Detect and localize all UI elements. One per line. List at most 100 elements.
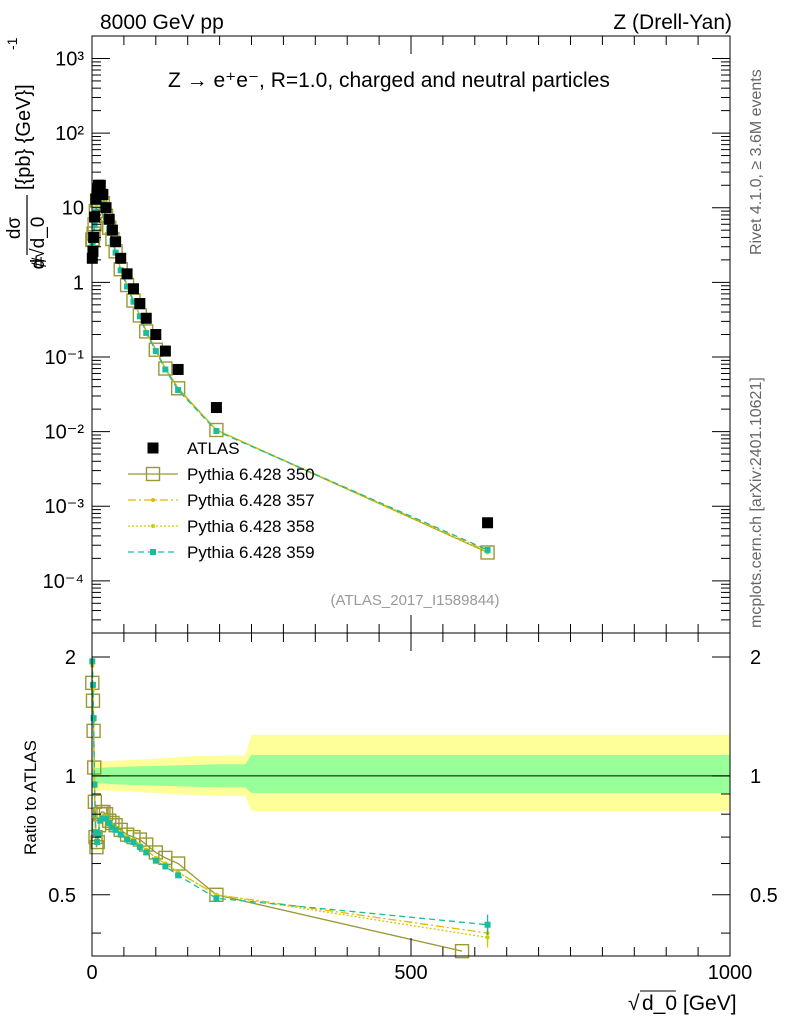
legend-label: Pythia 6.428 350 (187, 465, 315, 484)
legend-label: Pythia 6.428 359 (187, 543, 315, 562)
atlas-data-point (159, 345, 171, 357)
ratio-series-point (94, 839, 101, 846)
ratio-series-point (162, 863, 169, 870)
svg-text:dσ: dσ (4, 217, 25, 240)
ratio-series-point (124, 836, 131, 843)
legend: ATLAS Pythia 6.428 350 Pythia 6.428 357 Pyt… (128, 439, 315, 562)
svg-text:#: # (28, 256, 51, 268)
svg-text:-1: -1 (4, 37, 20, 50)
mcplots-label: mcplots.cern.ch [arXiv:2401.10621] (748, 377, 765, 628)
atlas-data-point (89, 211, 101, 223)
legend-marker (151, 498, 155, 502)
ratio-series-point (136, 844, 143, 851)
y-tick-label: 10 (62, 198, 84, 220)
ratio-series-point (130, 839, 137, 846)
main-series-point (91, 222, 98, 229)
ratio-series-point (143, 849, 150, 856)
atlas-data-point (110, 236, 122, 248)
ratio-series-point (117, 831, 124, 838)
legend-marker (151, 524, 155, 528)
ratio-series-point (95, 831, 102, 838)
main-series-point (162, 366, 169, 373)
atlas-data-point (127, 283, 139, 295)
y-tick-label: 2 (65, 647, 76, 669)
legend-marker (145, 466, 161, 482)
ratio-series-line (91, 663, 488, 939)
x-axis-label: √ d_0 [GeV] (628, 990, 737, 1015)
main-series-point (136, 313, 143, 320)
ratio-series-point (170, 856, 186, 871)
legend-marker (150, 549, 156, 555)
y-tick-label-right: 0.5 (750, 885, 778, 907)
y-tick-label: 1 (73, 272, 84, 294)
main-series-point (112, 249, 119, 256)
legend-marker-atlas (147, 442, 159, 454)
main-series-point (117, 267, 124, 274)
rivet-version-label: Rivet 4.1.0, ≥ 3.6M events (748, 69, 765, 255)
atlas-data-point (150, 329, 162, 340)
main-series-point (170, 381, 186, 396)
svg-text:d√d_0: d√d_0 (28, 217, 49, 270)
atlas-data-point (90, 193, 102, 205)
atlas-data-point (134, 298, 146, 310)
ratio-series-point (109, 824, 116, 831)
y-tick-label: 0.5 (48, 885, 76, 907)
analysis-watermark: (ATLAS_2017_I1589844) (330, 592, 499, 609)
y-tick-label: 10⁻² (45, 422, 85, 444)
ratio-panel (85, 658, 730, 959)
main-series-point (158, 361, 173, 376)
ratio-series-point (209, 887, 224, 903)
atlas-data-point (172, 363, 184, 375)
svg-text:d_0 [GeV]: d_0 [GeV] (642, 992, 737, 1015)
ratio-series-point (89, 681, 96, 688)
svg-text:√: √ (628, 992, 640, 1015)
atlas-data-point (210, 402, 222, 414)
ratio-series-point (112, 826, 119, 833)
main-series-point (124, 283, 131, 290)
y-tick-label: 10² (55, 123, 84, 145)
ratio-series-line (91, 682, 463, 952)
ratio-y-axis-label: Ratio to ATLAS (21, 740, 40, 855)
main-series-point (480, 545, 495, 560)
ratio-series-point (152, 857, 159, 864)
svg-text:[{pb} {GeV}]: [{pb} {GeV}] (13, 84, 35, 190)
x-tick-label: 1000 (708, 962, 753, 984)
legend-label: Pythia 6.428 358 (187, 517, 315, 536)
y-tick-label: 10⁻⁴ (43, 571, 84, 593)
main-axes: 10³ 10² 10 1 10⁻¹ 10⁻² 10⁻³ 10⁻⁴ (43, 35, 731, 634)
main-title: Z → e⁺e⁻, R=1.0, charged and neutral par… (168, 69, 610, 92)
y-tick-label: 10⁻¹ (45, 347, 85, 369)
ratio-series-point (454, 943, 470, 959)
y-tick-label-right: 2 (750, 647, 761, 669)
atlas-data-point (97, 189, 109, 201)
ratio-series-point (175, 872, 182, 879)
main-y-axis-label: # dσ d√d_0 [{pb} {GeV}] -1 (4, 37, 51, 269)
main-series-point (143, 329, 150, 336)
y-tick-label: 1 (65, 766, 76, 788)
legend-label: Pythia 6.428 357 (187, 491, 315, 510)
ratio-series-point (99, 815, 106, 822)
y-tick-label: 10⁻³ (45, 496, 85, 518)
main-series-point (175, 387, 182, 394)
atlas-data-point (140, 312, 152, 324)
ratio-series-point (91, 781, 98, 788)
y-tick-label-right: 1 (750, 766, 761, 788)
x-tick-label: 0 (86, 962, 97, 984)
atlas-data-point (115, 252, 127, 264)
atlas-data-point (106, 224, 118, 236)
ratio-series-point (106, 819, 113, 826)
uncertainty-band-inner (92, 754, 730, 794)
main-series-point (152, 348, 159, 355)
y-tick-label: 10³ (55, 48, 84, 70)
header-left: 8000 GeV pp (100, 11, 224, 34)
atlas-data-point (103, 213, 115, 225)
legend-label: ATLAS (187, 439, 240, 458)
ratio-series-point (103, 815, 110, 822)
x-tick-label: 500 (394, 962, 427, 984)
ratio-series-point (213, 895, 220, 902)
main-series-point (484, 546, 491, 553)
main-series-point (209, 422, 224, 438)
atlas-data-point (87, 245, 99, 257)
ratio-axes: 0 500 1000 0.5 0.5 1 1 2 2 (48, 633, 778, 984)
